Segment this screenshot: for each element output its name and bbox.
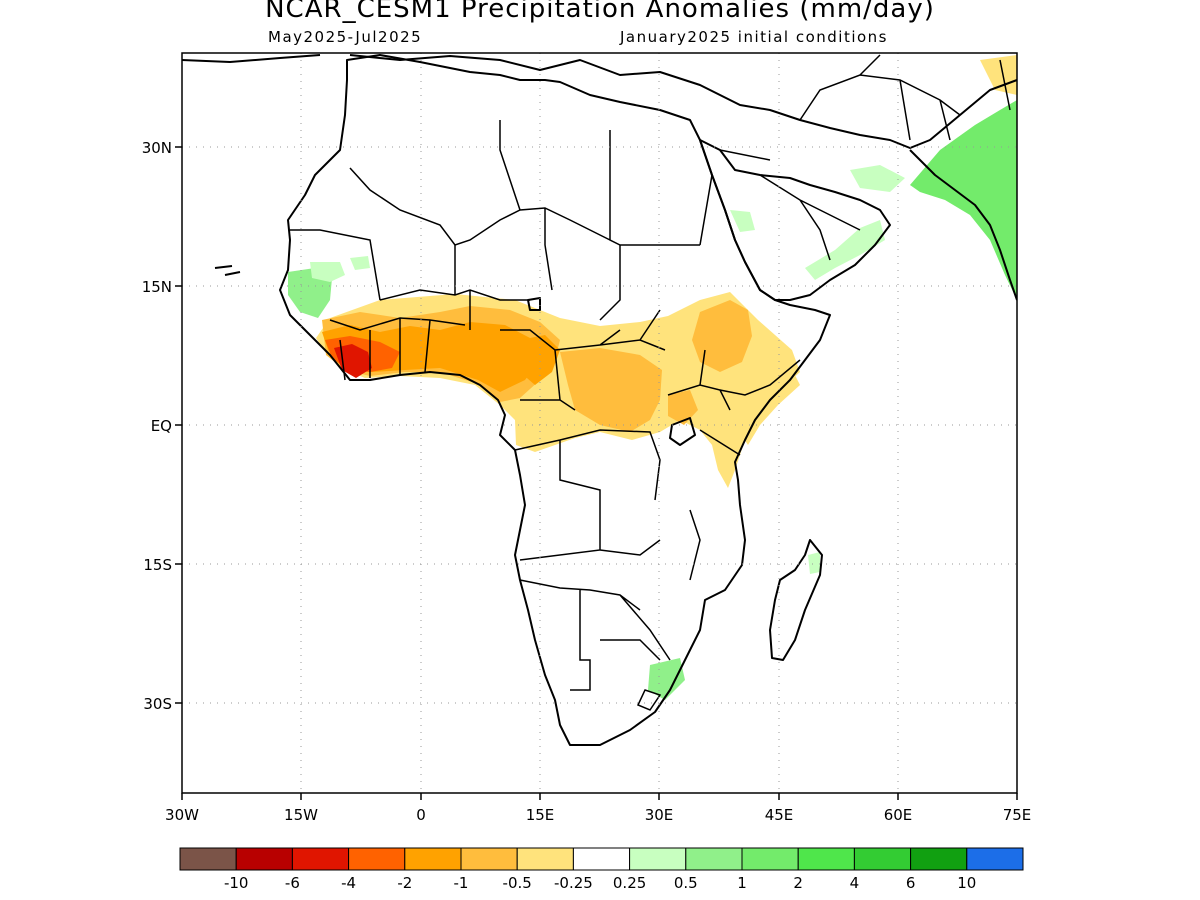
colorbar-swatch: [235, 847, 293, 871]
lat-tick-label: 15N: [142, 278, 172, 296]
lat-tick-label: 30S: [143, 695, 172, 713]
colorbar-swatch: [516, 847, 574, 871]
colorbar-label: 10: [957, 874, 976, 892]
colorbar-label: -6: [285, 874, 300, 892]
lon-tick-label: 45E: [765, 806, 794, 824]
europe-coastline: [182, 54, 1017, 149]
lat-tick-label: 15S: [143, 556, 172, 574]
anomaly-arabia: [805, 220, 885, 280]
coastlines: [182, 54, 1017, 746]
anomaly-senegal-light: [310, 262, 345, 282]
colorbar-label: -1: [454, 874, 469, 892]
colorbar-swatch: [910, 847, 968, 871]
anomaly-layer: [288, 55, 1017, 700]
colorbar-swatch: [853, 847, 912, 871]
colorbar-label: 6: [906, 874, 916, 892]
forecast-period: May2025-Jul2025: [268, 28, 423, 46]
longitude-axis: 30W 15W 0 15E 30E 45E 60E 75E: [165, 793, 1031, 824]
colorbar-label: 1: [737, 874, 747, 892]
colorbar-swatch: [741, 847, 799, 871]
border-sahel: [290, 229, 530, 330]
madagascar-coastline: [769, 539, 823, 661]
anomaly-south-africa: [648, 658, 685, 700]
figure-title: NCAR_CESM1 Precipitation Anomalies (mm/d…: [265, 0, 935, 24]
arabia-coastline: [699, 139, 891, 301]
canary-islands: [214, 265, 241, 276]
colorbar-label: 2: [793, 874, 803, 892]
lake-victoria: [669, 417, 696, 446]
anomaly-india: [910, 100, 1017, 300]
lon-tick-label: 15E: [526, 806, 555, 824]
lon-tick-label: 30W: [165, 806, 199, 824]
colorbar-label: 0.5: [674, 874, 698, 892]
colorbar-label: -10: [224, 874, 249, 892]
colorbar-swatch: [179, 847, 237, 871]
colorbar-swatch: [291, 847, 350, 871]
lake-chad: [527, 297, 541, 311]
colorbar-swatch: [966, 847, 1024, 871]
lon-tick-label: 30E: [645, 806, 674, 824]
anomaly-iran: [980, 55, 1017, 95]
lon-tick-label: 15W: [284, 806, 318, 824]
border-west-africa: [329, 317, 466, 381]
anomaly-arabia-2: [730, 210, 755, 232]
initial-conditions: January2025 initial conditions: [620, 28, 888, 46]
anomaly-senegal: [288, 268, 332, 318]
anomaly-ethiopia: [692, 300, 752, 372]
lon-tick-label: 60E: [884, 806, 913, 824]
map-body: [182, 54, 1017, 746]
border-east: [667, 349, 801, 581]
latitude-axis: 30N 15N EQ 15S 30S: [142, 139, 182, 713]
anomaly-uganda: [668, 390, 698, 425]
anomaly-madagascar: [808, 552, 820, 574]
colorbar-label: 0.25: [613, 874, 646, 892]
colorbar-swatch: [572, 847, 631, 871]
border-arabia: [719, 149, 861, 261]
colorbar-swatch: [797, 847, 855, 871]
border-central: [500, 309, 666, 411]
graticule: [182, 53, 1017, 793]
colorbar-label: -4: [341, 874, 356, 892]
lon-tick-label: 75E: [1003, 806, 1032, 824]
colorbar-label: 4: [850, 874, 860, 892]
lat-tick-label: 30N: [142, 139, 172, 157]
anomaly-east-coast: [738, 375, 800, 445]
india-coastline: [909, 149, 1017, 301]
colorbar-swatch: [685, 847, 743, 871]
anomaly-mauritania: [350, 256, 370, 270]
map-frame: [181, 52, 1018, 794]
colorbar-label: -0.25: [554, 874, 593, 892]
lat-tick-label: EQ: [151, 417, 172, 435]
colorbar-swatch: [404, 847, 462, 871]
colorbar-swatch: [460, 847, 518, 871]
border-asia: [799, 54, 1011, 141]
colorbar: -10 -6 -4 -2 -1 -0.5 -0.25 0.25 0.5 1 2 4 6 10: [179, 847, 1024, 892]
country-borders: [290, 54, 1011, 711]
colorbar-swatch: [629, 847, 687, 871]
anomaly-cameroon: [520, 335, 560, 385]
colorbar-label: -2: [397, 874, 412, 892]
border-southern: [519, 579, 671, 711]
colorbar-label: -0.5: [503, 874, 532, 892]
border-maghreb: [349, 120, 713, 321]
anomaly-guinea: [322, 322, 540, 392]
lon-tick-label: 0: [416, 806, 426, 824]
anomaly-india-light: [850, 165, 905, 192]
anomaly-central-east: [560, 348, 662, 432]
colorbar-swatch: [348, 847, 406, 871]
